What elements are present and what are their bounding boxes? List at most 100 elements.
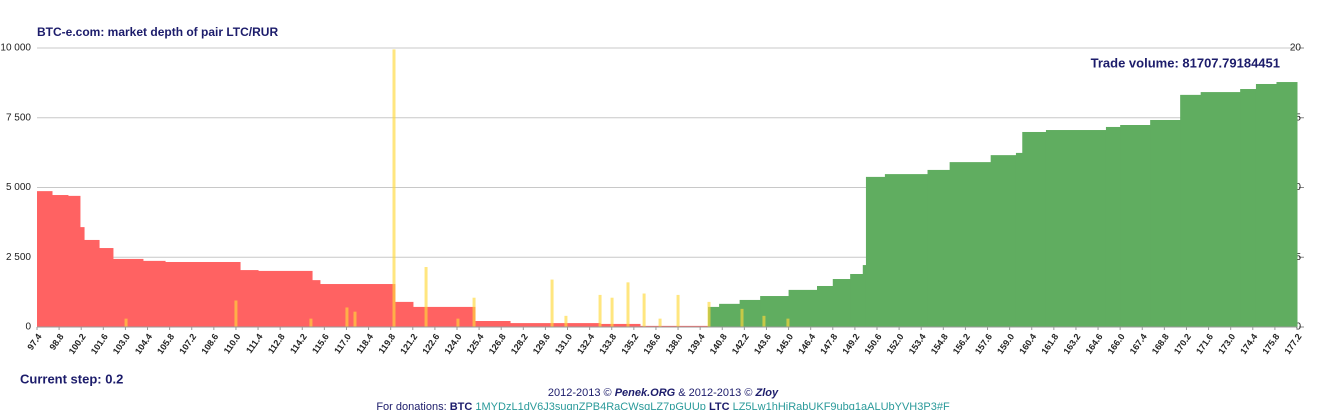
depth-step [708,306,720,327]
volume-bar [124,318,128,327]
x-tick-label: 117.0 [332,332,353,356]
x-tick-label: 104.4 [133,332,154,356]
ltc-address: LZ5Lw1hHjRabUKF9ubq1aALUbYVH3P3#F [733,401,950,410]
depth-step [850,273,864,327]
x-tick-label: 112.8 [266,332,287,356]
footer-years: 2012-2013 © [548,387,612,399]
depth-step [112,258,144,327]
x-tick-label: 126.8 [487,332,508,356]
volume-bar [550,279,554,327]
y-tick-label: 2 500 [6,252,31,263]
trade-volume: Trade volume: 81707.79184451 [1091,55,1280,70]
depth-step [312,280,321,327]
volume-bar [762,315,766,327]
x-tick-label: 105.8 [155,332,176,356]
x-tick-label: 171.6 [1194,332,1215,356]
depth-step [1276,82,1298,328]
chart-title: BTC-e.com: market depth of pair LTC/RUR [37,25,278,39]
depth-step [1120,125,1151,327]
y2-tick-label: 0 [1295,322,1301,333]
x-tick-label: 163.2 [1061,332,1082,356]
volume-bar [626,282,630,327]
depth-step [99,248,114,327]
x-tick-label: 133.8 [597,332,618,356]
x-tick-label: 164.6 [1084,332,1105,356]
depth-step [142,260,166,327]
x-tick-label: 168.8 [1150,332,1171,356]
x-tick-label: 138.0 [664,332,685,356]
x-tick-label: 114.2 [288,332,309,356]
depth-step [640,325,709,327]
x-tick-label: 118.4 [354,332,375,356]
donations-prefix: For donations: [376,401,446,410]
y2-tick-label: 20 [1290,43,1302,54]
x-tick-label: 122.6 [420,332,441,356]
depth-step [927,169,951,327]
depth-step [832,279,851,327]
x-tick-label: 125.4 [465,332,486,356]
y2-tick-label: 5 [1295,252,1301,263]
depth-step [817,285,834,327]
volume-bar [610,297,614,327]
volume-bar [392,49,396,328]
x-tick-label: 160.4 [1017,332,1038,356]
depth-step [394,301,414,327]
volume-bar [740,308,744,327]
x-tick-label: 129.6 [531,332,552,356]
depth-step [862,265,867,327]
x-tick-label: 154.8 [929,332,950,356]
volume-bar [786,318,790,327]
volume-bar [598,294,602,327]
x-tick-label: 173.0 [1216,332,1237,356]
btc-label: BTC [450,401,473,410]
depth-step [1240,89,1257,327]
depth-step [788,289,818,327]
x-tick-label: 110.0 [222,332,243,356]
x-tick-label: 97.4 [25,332,43,352]
volume-bar [234,300,238,327]
x-tick-label: 147.8 [818,332,839,356]
volume-bar [472,297,476,327]
x-tick-label: 150.6 [862,332,883,356]
x-tick-label: 157.6 [973,332,994,356]
x-tick-label: 166.0 [1106,332,1127,356]
depth-step [884,174,929,327]
x-tick-label: 177.2 [1282,332,1303,356]
x-tick-label: 167.4 [1128,332,1149,356]
volume-bar [707,301,711,327]
x-tick-label: 128.2 [509,332,530,356]
btc-address: 1MYDzL1dV6J3suqnZPB4RaCWsqLZ7pGUUp [475,401,706,410]
x-tick-label: 132.4 [575,332,596,356]
footer: 2012-2013 © Penek.ORG & 2012-2013 © Zloy [548,387,779,399]
x-tick-label: 159.0 [995,332,1016,356]
x-tick-label: 100.2 [67,332,88,356]
depth-step [719,303,741,327]
x-tick-label: 161.8 [1039,332,1060,356]
x-tick-label: 111.4 [244,332,265,355]
x-tick-label: 174.4 [1238,332,1259,356]
donations: For donations: BTC 1MYDzL1dV6J3suqnZPB4R… [376,401,950,410]
volume-bar [642,293,646,327]
depth-step [412,306,476,327]
x-tick-label: 143.6 [752,332,773,356]
footer-and: & 2012-2013 © [678,387,752,399]
depth-step [52,195,69,327]
x-tick-label: 175.8 [1260,332,1281,356]
x-tick-label: 140.8 [708,332,729,356]
depth-step [79,227,85,327]
depth-step [84,239,100,327]
x-tick-label: 153.4 [907,332,928,356]
volume-bar [353,311,357,327]
depth-step [600,323,641,327]
footer-author[interactable]: Zloy [755,387,779,399]
footer-site[interactable]: Penek.ORG [615,387,676,399]
depth-step [240,270,259,327]
depth-step [1045,130,1107,327]
x-tick-label: 146.4 [796,332,817,356]
depth-step [165,261,241,327]
x-tick-label: 107.2 [177,332,198,356]
x-tick-label: 124.0 [442,332,463,356]
depth-step [990,155,1017,327]
volume-bar [309,318,313,327]
